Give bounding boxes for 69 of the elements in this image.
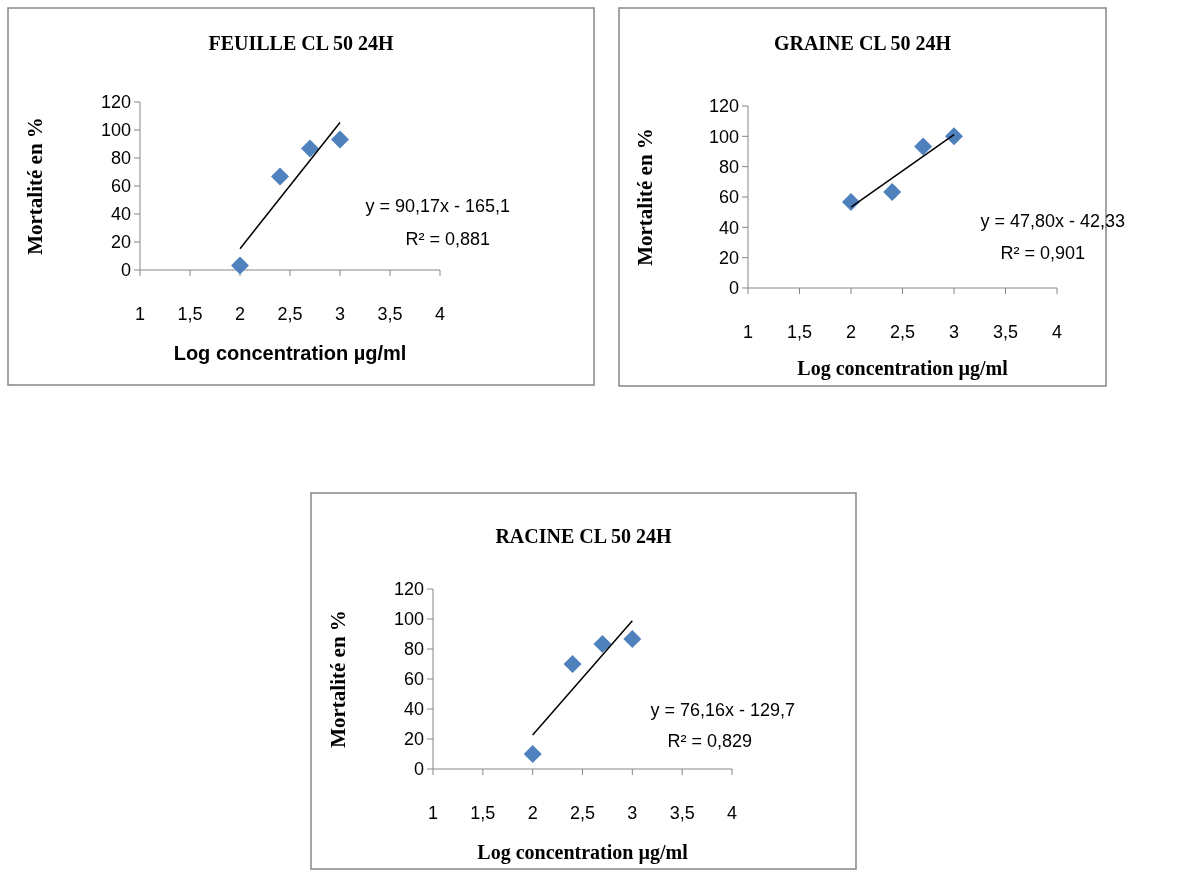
- x-axis-title: Log concentration µg/ml: [797, 357, 1009, 380]
- y-tick-label: 80: [110, 148, 131, 169]
- x-tick-label: 2: [527, 803, 538, 823]
- x-tick-label: 1: [427, 803, 439, 823]
- annotation: y = 47,80x - 42,33: [980, 211, 1125, 231]
- y-tick-label: 20: [110, 232, 131, 253]
- x-tick-label: 1: [134, 304, 146, 324]
- y-tick-label: 120: [100, 92, 131, 113]
- x-tick-label: 2,5: [569, 803, 596, 823]
- x-tick-label: 3: [334, 304, 346, 324]
- x-tick-label: 4: [726, 803, 738, 823]
- point: [914, 137, 933, 156]
- x-tick-label: 3,5: [992, 322, 1019, 342]
- annotation: y = 90,17x - 165,1: [365, 196, 510, 216]
- point: [563, 655, 582, 673]
- y-tick-label: 120: [708, 96, 739, 117]
- x-tick-label: 1,5: [786, 322, 813, 342]
- y-tick-label: 40: [403, 699, 424, 720]
- y-axis-title: Mortalité en %: [23, 117, 47, 255]
- x-tick-label: 2: [234, 304, 246, 324]
- x-tick-label: 3,5: [669, 803, 695, 823]
- y-tick-label: 40: [718, 217, 739, 238]
- annotation: R² = 0,901: [1000, 243, 1085, 263]
- y-tick-label: 0: [413, 759, 424, 780]
- point: [623, 629, 642, 648]
- point: [945, 127, 963, 146]
- y-tick-label: 20: [403, 729, 424, 750]
- y-tick-label: 80: [403, 639, 424, 660]
- y-tick-label: 60: [718, 187, 739, 208]
- x-tick-label: 1: [742, 322, 754, 342]
- y-tick-label: 100: [100, 120, 131, 141]
- point: [523, 745, 542, 763]
- point: [231, 256, 249, 275]
- chart-title: FEUILLE CL 50 24H: [208, 32, 394, 54]
- y-tick-label: 0: [728, 278, 739, 299]
- chart-title: GRAINE CL 50 24H: [773, 32, 952, 54]
- point: [842, 193, 860, 212]
- y-tick-label: 20: [718, 247, 739, 268]
- y-axis-title: Mortalité en %: [633, 128, 657, 266]
- annotation: y = 76,16x - 129,7: [650, 700, 795, 720]
- point: [301, 139, 319, 158]
- y-tick-label: 60: [110, 176, 131, 197]
- x-tick-label: 3,5: [377, 304, 403, 324]
- y-tick-label: 100: [708, 126, 739, 147]
- chart-title: RACINE CL 50 24H: [495, 525, 673, 547]
- point: [593, 635, 612, 654]
- x-tick-label: 2,5: [277, 304, 303, 324]
- y-axis-title: Mortalité en %: [326, 610, 350, 748]
- y-tick-label: 120: [393, 579, 424, 600]
- x-tick-label: 3: [948, 322, 960, 342]
- x-tick-label: 2: [845, 322, 857, 342]
- point: [883, 183, 902, 201]
- x-axis-title: Log concentration µg/ml: [173, 342, 407, 364]
- x-tick-label: 1,5: [177, 304, 203, 324]
- y-tick-label: 0: [120, 260, 131, 281]
- x-tick-label: 4: [1051, 322, 1063, 342]
- x-tick-label: 3: [627, 803, 638, 823]
- y-tick-label: 60: [403, 669, 424, 690]
- y-tick-label: 80: [718, 156, 739, 177]
- annotation: R² = 0,881: [405, 229, 490, 249]
- annotation: R² = 0,829: [667, 731, 752, 751]
- y-tick-label: 100: [393, 609, 424, 630]
- x-tick-label: 4: [434, 304, 446, 324]
- x-axis-title: Log concentration µg/ml: [477, 841, 689, 864]
- y-tick-label: 40: [110, 204, 131, 225]
- point: [271, 167, 289, 186]
- point: [331, 130, 349, 149]
- x-tick-label: 2,5: [889, 322, 916, 342]
- x-tick-label: 1,5: [470, 803, 496, 823]
